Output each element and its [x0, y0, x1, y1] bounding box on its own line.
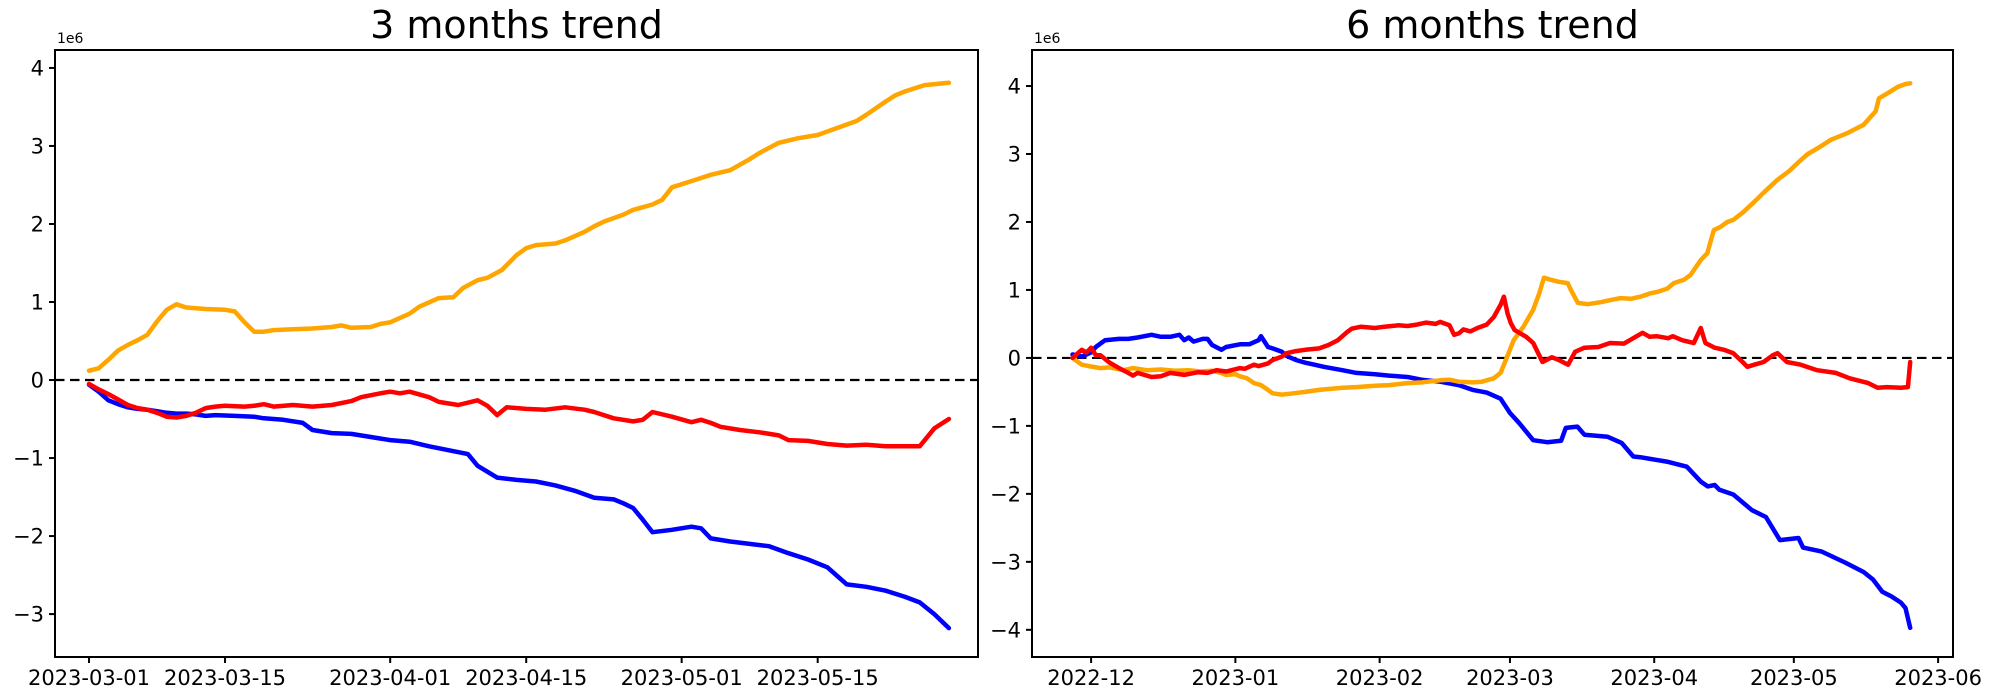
- axes-spines: [1031, 49, 1954, 658]
- y-tick-label: −4: [990, 618, 1021, 642]
- y-tick-label: −2: [13, 525, 44, 549]
- y-tick-label: 4: [1008, 75, 1021, 99]
- y-tick-label: 1: [31, 291, 44, 315]
- y-tick-label: −3: [990, 550, 1021, 574]
- axes-spines: [54, 49, 979, 658]
- y-tick-label: 2: [1008, 210, 1021, 234]
- chart-title-3-months: 3 months trend: [370, 3, 663, 47]
- red-series-line: [86, 381, 952, 449]
- red-series-line: [1070, 294, 1913, 391]
- y-tick-label: −3: [13, 603, 44, 627]
- y-tick-label: 2: [31, 212, 44, 236]
- orange-series-line: [1070, 81, 1913, 397]
- x-tick-label: 2023-05: [1750, 666, 1838, 690]
- axis-offset-label: 1e6: [57, 31, 84, 47]
- y-tick-label: 1: [1008, 278, 1021, 302]
- y-tick-label: −2: [990, 482, 1021, 506]
- x-tick-label: 2023-06: [1894, 666, 1982, 690]
- y-tick-label: 0: [31, 369, 44, 393]
- x-tick-label: 2023-03-01: [28, 666, 150, 690]
- x-tick-label: 2023-03: [1466, 666, 1554, 690]
- x-tick-label: 2023-04-01: [329, 666, 451, 690]
- x-tick-label: 2023-05-15: [757, 666, 879, 690]
- x-tick-label: 2023-03-15: [164, 666, 286, 690]
- y-tick-label: 0: [1008, 346, 1021, 370]
- y-tick-label: −1: [990, 414, 1021, 438]
- y-tick-label: 3: [31, 134, 44, 158]
- x-tick-label: 2023-04: [1610, 666, 1698, 690]
- axis-offset-label: 1e6: [1034, 31, 1061, 47]
- chart-title-6-months: 6 months trend: [1346, 3, 1639, 47]
- x-tick-label: 2023-04-15: [465, 666, 587, 690]
- x-tick-label: 2022-12: [1047, 666, 1135, 690]
- y-tick-label: −1: [13, 447, 44, 471]
- orange-series-line: [86, 80, 952, 373]
- x-tick-label: 2023-01: [1191, 666, 1279, 690]
- y-tick-label: 3: [1008, 142, 1021, 166]
- x-tick-label: 2023-05-01: [621, 666, 743, 690]
- y-tick-label: 4: [31, 56, 44, 80]
- blue-series-line: [86, 382, 952, 631]
- x-tick-label: 2023-02: [1336, 666, 1424, 690]
